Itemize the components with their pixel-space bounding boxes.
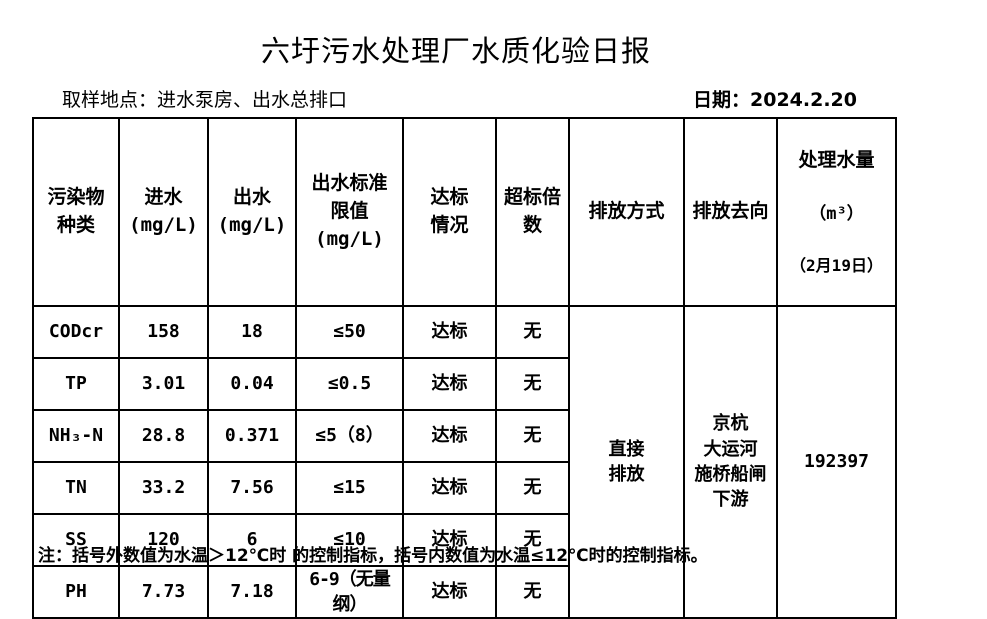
header-effluent-standard-limit: 出水标准 限值 (mg/L)	[295, 117, 404, 307]
table-row: NH₃-N 28.8 0.371 ≤5（8） 达标 无	[32, 408, 896, 463]
pollutant-name: TN	[32, 460, 120, 515]
header-discharge-destination: 排放去向	[683, 117, 778, 307]
pollutant-name: CODcr	[32, 304, 120, 359]
water-quality-table: 污染物 种类 进水 (mg/L) 出水 (mg/L) 出水标准 限值 (mg/L…	[32, 117, 897, 619]
compliance-value: 达标	[402, 304, 497, 359]
discharge-destination-cell: 京杭 大运河 施桥船闸 下游	[683, 304, 778, 619]
exceed-value: 无	[495, 356, 570, 411]
compliance-value: 达标	[402, 564, 497, 619]
exceed-value: 无	[495, 304, 570, 359]
influent-value: 3.01	[118, 356, 209, 411]
compliance-value: 达标	[402, 460, 497, 515]
table-row: TN 33.2 7.56 ≤15 达标 无	[32, 460, 896, 515]
standard-limit-value: ≤15	[295, 460, 404, 515]
exceed-value: 无	[495, 564, 570, 619]
standard-limit-value: ≤0.5	[295, 356, 404, 411]
influent-value: 33.2	[118, 460, 209, 515]
effluent-value: 7.56	[207, 460, 297, 515]
standard-limit-value: ≤5（8）	[295, 408, 404, 463]
standard-limit-value: ≤10	[295, 512, 404, 567]
effluent-value: 7.18	[207, 564, 297, 619]
standard-limit-value: ≤50	[295, 304, 404, 359]
effluent-value: 18	[207, 304, 297, 359]
table-row: TP 3.01 0.04 ≤0.5 达标 无	[32, 356, 896, 411]
page-title: 六圩污水处理厂水质化验日报	[260, 36, 651, 68]
pollutant-name: NH₃-N	[32, 408, 120, 463]
volume-header-unit: （m³）	[809, 203, 864, 224]
influent-value: 28.8	[118, 408, 209, 463]
header-effluent: 出水 (mg/L)	[207, 117, 297, 307]
header-pollutant-type: 污染物 种类	[32, 117, 120, 307]
report-date: 日期：2024.2.20	[693, 89, 857, 111]
effluent-value: 6	[207, 512, 297, 567]
exceed-value: 无	[495, 512, 570, 567]
pollutant-name: TP	[32, 356, 120, 411]
footnote: 注：括号外数值为水温＞12℃时 的控制指标，括号内数值为水温≤12℃时的控制指标…	[38, 546, 708, 566]
influent-value: 120	[118, 512, 209, 567]
discharge-method-cell: 直接 排放	[568, 304, 685, 619]
exceed-value: 无	[495, 408, 570, 463]
influent-value: 158	[118, 304, 209, 359]
volume-header-date: （2月19日）	[790, 255, 883, 275]
compliance-value: 达标	[402, 408, 497, 463]
pollutant-name: SS	[32, 512, 120, 567]
table-row: CODcr 158 18 ≤50 达标 无 直接 排放 京杭 大运河 施桥船闸 …	[32, 304, 897, 619]
table-row: SS 120 6 ≤10 达标 无	[32, 512, 896, 567]
treated-water-volume-cell: 192397	[776, 304, 897, 619]
header-treated-water-volume: 处理水量 （m³） （2月19日）	[776, 117, 897, 307]
effluent-value: 0.04	[207, 356, 297, 411]
effluent-value: 0.371	[207, 408, 297, 463]
header-influent: 进水 (mg/L)	[118, 117, 209, 307]
standard-limit-value: 6-9（无量纲）	[295, 564, 404, 619]
influent-value: 7.73	[118, 564, 209, 619]
pollutant-name: PH	[32, 564, 120, 619]
header-exceed-ratio: 超标倍 数	[495, 117, 570, 307]
compliance-value: 达标	[402, 512, 497, 567]
volume-header-title: 处理水量	[798, 148, 875, 171]
header-discharge-method: 排放方式	[568, 117, 685, 307]
table-header-row: 污染物 种类 进水 (mg/L) 出水 (mg/L) 出水标准 限值 (mg/L…	[32, 117, 897, 307]
sampling-location: 取样地点：进水泵房、出水总排口	[62, 90, 348, 111]
header-compliance-status: 达标 情况	[402, 117, 497, 307]
compliance-value: 达标	[402, 356, 497, 411]
exceed-value: 无	[495, 460, 570, 515]
